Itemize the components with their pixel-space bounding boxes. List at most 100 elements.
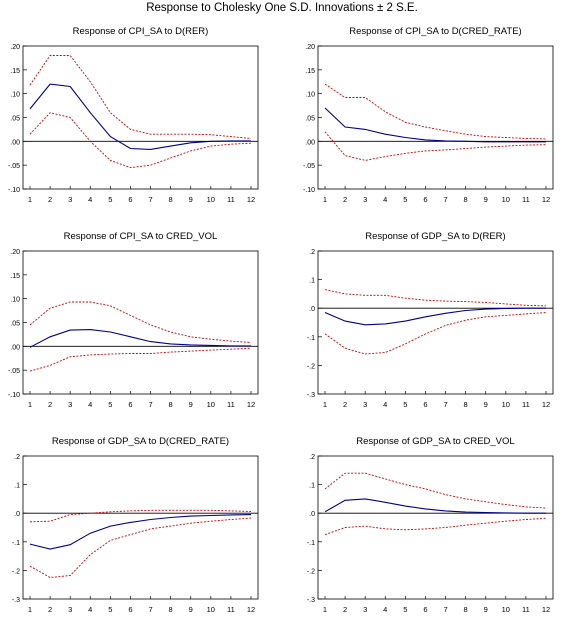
panel-3-y-tick-label: .20 <box>10 249 20 256</box>
panel-6-x-tick-label: 8 <box>464 605 468 614</box>
panel-6-frame <box>317 455 554 600</box>
panel-3-x-tick-label: 3 <box>68 400 72 409</box>
panel-1-y-tick-label: .05 <box>10 116 20 123</box>
panel-2-y-tick-label: .10 <box>305 92 315 99</box>
panel-2-y-tick-label: -.05 <box>303 163 315 170</box>
panel-2-x-tick-label: 12 <box>542 195 550 204</box>
panel-6-x-tick-label: 1 <box>323 605 327 614</box>
panel-3-x-tick-label: 8 <box>169 400 173 409</box>
panel-3-x-tick-label: 1 <box>28 400 32 409</box>
panel-1-upper-line <box>29 55 252 139</box>
panel-5-lower-line <box>29 517 252 578</box>
panel-3-x-tick-label: 9 <box>189 400 193 409</box>
panel-4-x-tick-label: 11 <box>522 400 530 409</box>
panel-4-x-tick-label: 9 <box>484 400 488 409</box>
panel-6-x-tick-label: 2 <box>343 605 347 614</box>
panel-4-y-tick-label: -.1 <box>307 335 315 342</box>
panel-3-y-tick-label: .05 <box>10 321 20 328</box>
panel-1-x-tick-label: 4 <box>88 195 92 204</box>
panel-3-x-tick-label: 11 <box>227 400 235 409</box>
panel-6-x-tick-label: 10 <box>502 605 510 614</box>
panel-4-x-tick-label: 6 <box>423 400 427 409</box>
panel-3-y-tick-label: .15 <box>10 273 20 280</box>
panel-4-x-tick-label: 7 <box>443 400 447 409</box>
panel-3-x-tick-label: 12 <box>247 400 255 409</box>
panel-5-x-tick-label: 1 <box>28 605 32 614</box>
panel-4-upper-line <box>324 289 547 307</box>
panel-5-x-tick-label: 4 <box>88 605 92 614</box>
panel-5-x-tick-label: 10 <box>207 605 215 614</box>
panel-2-lower-line <box>324 131 547 161</box>
panel-3-x-tick-label: 7 <box>148 400 152 409</box>
panel-4-x-tick-label: 4 <box>383 400 387 409</box>
panel-4-y-tick-label: -.3 <box>307 392 315 399</box>
panel-2-x-tick-label: 1 <box>323 195 327 204</box>
panel-5-x-tick-label: 11 <box>227 605 235 614</box>
panel-4-y-tick-label: -.2 <box>307 363 315 370</box>
panel-6-y-tick-label: -.3 <box>307 597 315 604</box>
panel-3-lower-line <box>29 347 252 372</box>
panel-6-x-tick-label: 12 <box>542 605 550 614</box>
panel-5-y-tick-label: .0 <box>14 511 20 518</box>
panel-1-x-tick-label: 5 <box>108 195 112 204</box>
panel-5-x-tick-label: 12 <box>247 605 255 614</box>
panel-2-x-tick-label: 9 <box>484 195 488 204</box>
panel-6-y-tick-label: -.2 <box>307 568 315 575</box>
panel-4-y-tick-label: .2 <box>309 249 315 256</box>
panel-3-x-tick-label: 10 <box>207 400 215 409</box>
panel-1-y-tick-label: .10 <box>10 92 20 99</box>
panel-5-title: Response of GDP_SA to D(CRED_RATE) <box>52 436 229 447</box>
panel-1-x-tick-label: 2 <box>48 195 52 204</box>
panel-1-x-tick-label: 1 <box>28 195 32 204</box>
panel-2-x-tick-label: 4 <box>383 195 387 204</box>
panel-2-x-tick-label: 11 <box>522 195 530 204</box>
panel-5-x-tick-label: 6 <box>128 605 132 614</box>
panel-5-upper-line <box>29 509 252 523</box>
panel-1-y-tick-label: -.10 <box>8 187 20 194</box>
panel-2-x-tick-label: 5 <box>403 195 407 204</box>
panel-6-x-tick-label: 4 <box>383 605 387 614</box>
panel-3-y-tick-label: .00 <box>10 344 20 351</box>
panel-1-frame <box>22 45 259 190</box>
panel-1-response-line <box>29 83 251 150</box>
panel-5-x-tick-label: 2 <box>48 605 52 614</box>
panel-6-x-tick-label: 5 <box>403 605 407 614</box>
panel-3-y-tick-label: -.05 <box>8 368 20 375</box>
panel-1-x-tick-label: 7 <box>148 195 152 204</box>
panel-5-x-tick-label: 7 <box>148 605 152 614</box>
panel-1-y-tick-label: .00 <box>10 139 20 146</box>
panel-4-x-tick-label: 12 <box>542 400 550 409</box>
panel-1-y-tick-label: -.05 <box>8 163 20 170</box>
panel-5-x-tick-label: 8 <box>169 605 173 614</box>
panel-2-x-tick-label: 8 <box>464 195 468 204</box>
panel-4-x-tick-label: 2 <box>343 400 347 409</box>
panel-5-y-tick-label: .2 <box>14 454 20 461</box>
panel-6-lower-line <box>324 517 547 536</box>
panel-2-y-tick-label: .20 <box>305 44 315 51</box>
panel-1-x-tick-label: 6 <box>128 195 132 204</box>
panel-6-y-tick-label: .0 <box>309 511 315 518</box>
panel-3-frame <box>22 250 259 395</box>
panel-4-title: Response of GDP_SA to D(RER) <box>365 231 505 242</box>
panel-4-x-tick-label: 3 <box>363 400 367 409</box>
panel-4-x-tick-label: 5 <box>403 400 407 409</box>
panel-6-x-tick-label: 7 <box>443 605 447 614</box>
panel-2-y-tick-label: -.10 <box>303 187 315 194</box>
panel-6-upper-line <box>324 472 547 509</box>
panel-1-x-tick-label: 12 <box>247 195 255 204</box>
panel-3-x-tick-label: 4 <box>88 400 92 409</box>
panel-2-x-tick-label: 6 <box>423 195 427 204</box>
panel-6-x-tick-label: 11 <box>522 605 530 614</box>
panel-4-x-tick-label: 1 <box>323 400 327 409</box>
panel-6-y-tick-label: .1 <box>309 483 315 490</box>
panel-3-x-tick-label: 2 <box>48 400 52 409</box>
panel-3-title: Response of CPI_SA to CRED_VOL <box>64 231 218 242</box>
panel-3-response-line <box>29 329 251 348</box>
panel-2-x-tick-label: 2 <box>343 195 347 204</box>
panel-4-y-tick-label: .0 <box>309 306 315 313</box>
figure-title: Response to Cholesky One S.D. Innovation… <box>146 2 418 14</box>
panel-6-y-tick-label: .2 <box>309 454 315 461</box>
panel-3-x-tick-label: 5 <box>108 400 112 409</box>
panel-3-upper-line <box>29 301 252 343</box>
panel-2-y-tick-label: .15 <box>305 68 315 75</box>
